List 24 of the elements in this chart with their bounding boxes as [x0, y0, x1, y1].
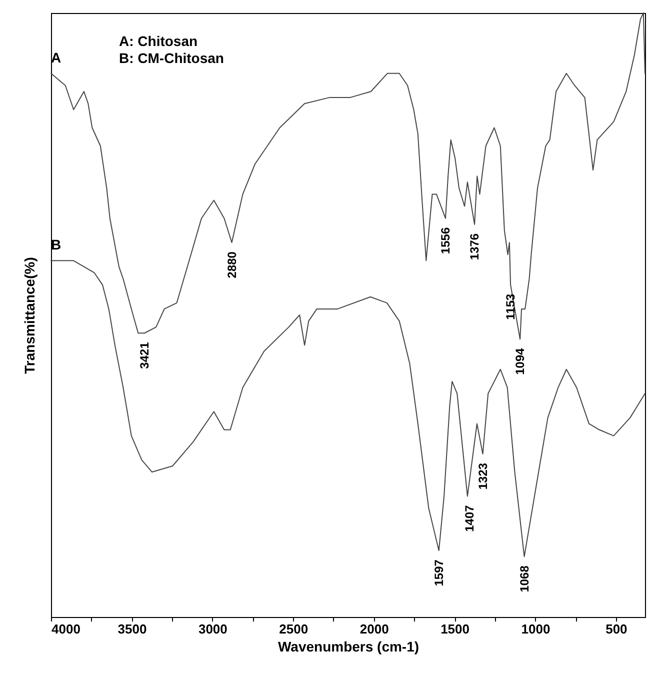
annotation: 1556	[438, 227, 452, 254]
x-tick-label: 4000	[52, 622, 80, 636]
x-tick-label: 3000	[198, 622, 228, 636]
annotation: 1068	[517, 565, 532, 592]
annotation: 1407	[462, 504, 477, 532]
x-tick-label: 1000	[521, 622, 550, 636]
series-label: A	[51, 49, 62, 66]
y-axis-title: Transmittance(%)	[22, 257, 38, 374]
x-tick-label: 3500	[118, 622, 147, 636]
annotation: 1597	[432, 559, 446, 586]
annotation: 1094	[513, 348, 528, 375]
annotation: A: Chitosan	[119, 33, 198, 49]
annotation: 1153	[504, 293, 518, 320]
annotation: 1323	[476, 462, 490, 490]
x-tick-label: 500	[606, 622, 628, 636]
x-tick-label: 1500	[440, 622, 470, 636]
series-label: B	[51, 236, 62, 253]
annotation: 2880	[224, 251, 239, 278]
annotation: B: CM-Chitosan	[119, 50, 224, 66]
x-tick-label: 2000	[360, 622, 389, 636]
annotation: 1376	[468, 233, 482, 260]
annotation: 3421	[137, 342, 152, 369]
x-axis-title: Wavenumbers (cm-1)	[278, 638, 420, 654]
x-tick-label: 2500	[279, 622, 308, 636]
